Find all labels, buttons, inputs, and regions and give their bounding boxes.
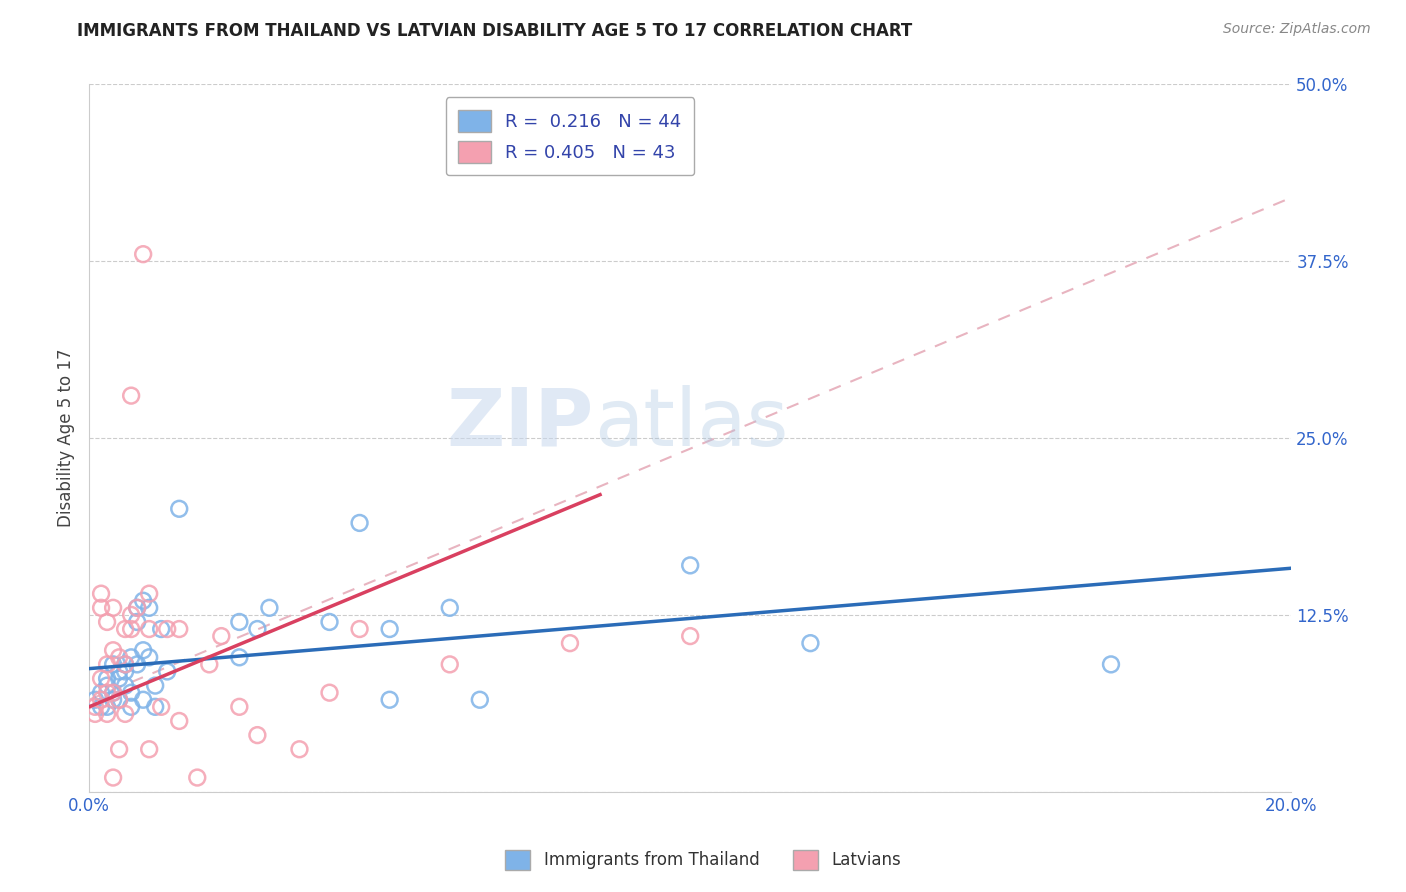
Legend: Immigrants from Thailand, Latvians: Immigrants from Thailand, Latvians [499,843,907,877]
Point [132,593,155,607]
Point [349,622,371,636]
Point [246,622,269,636]
Point [679,629,702,643]
Point [186,771,208,785]
Point [143,699,166,714]
Point [108,672,131,686]
Text: Source: ZipAtlas.com: Source: ZipAtlas.com [1223,22,1371,37]
Point [156,665,179,679]
Point [120,650,142,665]
Point [108,692,131,706]
Point [439,600,461,615]
Point [114,657,136,672]
Point [96,679,118,693]
Point [114,622,136,636]
Point [96,615,118,629]
Point [1099,657,1122,672]
Point [108,692,131,706]
Point [138,622,160,636]
Point [101,643,124,657]
Point [318,686,340,700]
Point [90,587,112,601]
Point [101,600,124,615]
Point [101,686,124,700]
Point [101,692,124,706]
Point [167,622,190,636]
Point [799,636,821,650]
Point [167,714,190,728]
Point [228,699,250,714]
Point [108,650,131,665]
Point [101,686,124,700]
Point [132,692,155,706]
Point [101,771,124,785]
Point [96,672,118,686]
Point [90,699,112,714]
Point [108,742,131,756]
Point [90,686,112,700]
Point [96,706,118,721]
Y-axis label: Disability Age 5 to 17: Disability Age 5 to 17 [58,349,75,527]
Point [120,607,142,622]
Point [246,728,269,742]
Point [143,679,166,693]
Point [101,657,124,672]
Point [127,600,149,615]
Point [349,516,371,530]
Point [120,389,142,403]
Point [114,657,136,672]
Point [138,600,160,615]
Point [84,692,107,706]
Point [96,699,118,714]
Point [378,622,401,636]
Point [96,657,118,672]
Point [150,699,173,714]
Point [90,600,112,615]
Point [114,706,136,721]
Point [84,706,107,721]
Point [114,665,136,679]
Point [90,692,112,706]
Point [127,657,149,672]
Point [288,742,311,756]
Point [120,686,142,700]
Point [378,692,401,706]
Point [96,686,118,700]
Point [468,692,491,706]
Point [150,622,173,636]
Text: atlas: atlas [593,385,789,463]
Legend: R =  0.216   N = 44, R = 0.405   N = 43: R = 0.216 N = 44, R = 0.405 N = 43 [446,97,695,176]
Text: ZIP: ZIP [447,385,593,463]
Point [167,501,190,516]
Point [439,657,461,672]
Point [138,650,160,665]
Point [120,622,142,636]
Point [127,600,149,615]
Point [198,657,221,672]
Point [138,742,160,756]
Point [132,643,155,657]
Point [209,629,232,643]
Point [120,699,142,714]
Point [259,600,281,615]
Point [156,622,179,636]
Point [114,679,136,693]
Point [132,247,155,261]
Text: IMMIGRANTS FROM THAILAND VS LATVIAN DISABILITY AGE 5 TO 17 CORRELATION CHART: IMMIGRANTS FROM THAILAND VS LATVIAN DISA… [77,22,912,40]
Point [228,615,250,629]
Point [318,615,340,629]
Point [679,558,702,573]
Point [108,665,131,679]
Point [127,615,149,629]
Point [84,699,107,714]
Point [228,650,250,665]
Point [558,636,581,650]
Point [90,672,112,686]
Point [138,587,160,601]
